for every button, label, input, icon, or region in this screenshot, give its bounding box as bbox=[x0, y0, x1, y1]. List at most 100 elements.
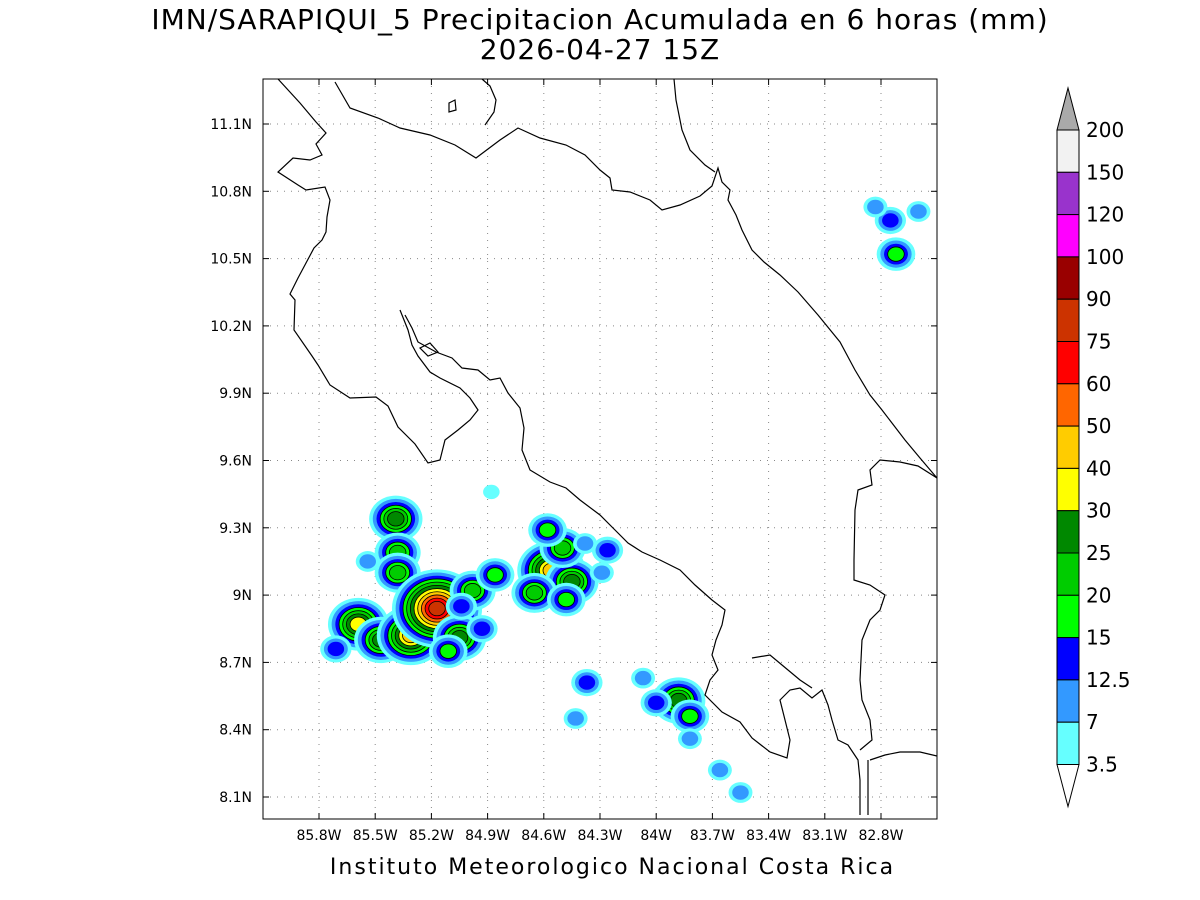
colorbar-legend: 3.5 7 12.5 15 20 25 30 40 50 60 75 90 100 120 150 200 bbox=[1056, 86, 1131, 809]
colorbar-label: 150 bbox=[1086, 160, 1124, 184]
rain-contour bbox=[387, 511, 405, 527]
rain-contour bbox=[681, 708, 699, 724]
lon-tick-label: 85.8W bbox=[296, 828, 341, 844]
north-coast-segment bbox=[673, 79, 716, 173]
map-title: IMN/SARAPIQUI_5 Precipitacion Acumulada … bbox=[151, 3, 1049, 36]
rain-cell bbox=[475, 558, 515, 592]
rain-contour bbox=[681, 731, 699, 746]
rain-contour bbox=[525, 585, 544, 601]
colorbar-segment bbox=[1056, 679, 1080, 723]
rain-cell bbox=[677, 728, 702, 750]
lat-tick-label: 9.6N bbox=[219, 454, 252, 470]
colorbar-label: 100 bbox=[1086, 245, 1124, 269]
rain-contour bbox=[887, 246, 905, 262]
lat-tick-label: 10.8N bbox=[210, 184, 252, 200]
colorbar-segment bbox=[1056, 467, 1080, 512]
rain-contour bbox=[567, 711, 584, 726]
rain-contour bbox=[599, 543, 616, 558]
rain-contour bbox=[428, 600, 446, 617]
rain-contour bbox=[439, 643, 457, 659]
lon-tick-label: 82.8W bbox=[858, 828, 903, 844]
rain-contour bbox=[553, 540, 572, 556]
colorbar-bottom-arrow bbox=[1056, 764, 1080, 809]
precipitation-field bbox=[320, 196, 931, 803]
rain-cell bbox=[591, 536, 624, 564]
rain-cell bbox=[511, 572, 558, 613]
colorbar-segment bbox=[1056, 721, 1080, 766]
lon-tick-label: 84.3W bbox=[577, 828, 622, 844]
caribbean-coastline bbox=[334, 81, 937, 479]
rain-contour bbox=[453, 599, 470, 614]
lon-tick-label: 83.4W bbox=[746, 828, 791, 844]
colorbar-label: 120 bbox=[1086, 203, 1124, 227]
colorbar-label: 25 bbox=[1086, 541, 1111, 565]
credit-text: Instituto Meteorologico Nacional Costa R… bbox=[329, 855, 896, 880]
rain-cell bbox=[640, 689, 672, 717]
rain-contour bbox=[388, 565, 407, 581]
lat-tick-label: 10.2N bbox=[210, 319, 252, 335]
lake-islet bbox=[448, 99, 457, 113]
pacific-coastline bbox=[277, 79, 479, 464]
rain-cell bbox=[863, 196, 888, 218]
lat-tick-label: 8.1N bbox=[219, 790, 252, 806]
map-frame bbox=[262, 78, 938, 820]
osa-peninsula-coast bbox=[751, 654, 813, 689]
colorbar-label: 7 bbox=[1086, 710, 1099, 734]
rain-cell bbox=[445, 592, 478, 620]
rain-cell bbox=[670, 699, 710, 734]
colorbar-segment bbox=[1056, 510, 1080, 554]
colorbar-label: 50 bbox=[1086, 414, 1111, 438]
lat-tick-label: 9.9N bbox=[219, 386, 252, 402]
panama-border bbox=[853, 459, 937, 751]
lon-tick-label: 85.5W bbox=[353, 828, 398, 844]
map-grid bbox=[263, 79, 937, 819]
rain-cell bbox=[728, 782, 753, 803]
lat-tick-label: 9.3N bbox=[219, 521, 252, 537]
colorbar-segment bbox=[1056, 637, 1080, 681]
rain-contour bbox=[647, 695, 665, 710]
rain-cell bbox=[707, 759, 732, 781]
rain-cell bbox=[466, 615, 498, 643]
rain-cell bbox=[528, 513, 567, 547]
rain-contour bbox=[867, 199, 884, 215]
rain-cell bbox=[571, 668, 603, 697]
axis-ticks: 85.8W 85.5W 85.2W 84.9W 84.6W 84.3W 84W 83.7W 83… bbox=[210, 79, 937, 844]
rain-contour bbox=[711, 762, 729, 778]
caribbean-inlet bbox=[481, 79, 497, 126]
rain-contour bbox=[473, 621, 491, 636]
colorbar-segment bbox=[1056, 256, 1080, 300]
colorbar-label: 3.5 bbox=[1086, 753, 1118, 777]
rain-contour bbox=[634, 670, 652, 686]
colorbar-segment bbox=[1056, 383, 1080, 427]
rain-cell bbox=[546, 582, 586, 617]
nicoya-island bbox=[418, 342, 440, 357]
rain-cell bbox=[563, 708, 588, 729]
lat-tick-label: 11.1N bbox=[210, 117, 252, 133]
colorbar-label: 90 bbox=[1086, 287, 1111, 311]
colorbar-label: 15 bbox=[1086, 626, 1111, 650]
rain-contour bbox=[486, 567, 504, 583]
lon-tick-label: 84.9W bbox=[465, 828, 510, 844]
lon-tick-label: 84.6W bbox=[521, 828, 566, 844]
coastline-layer bbox=[277, 79, 937, 815]
colorbar-label: 40 bbox=[1086, 456, 1111, 480]
colorbar-top-arrow bbox=[1056, 86, 1080, 131]
rain-cell bbox=[876, 237, 916, 271]
colorbar-label: 30 bbox=[1086, 499, 1111, 523]
lat-tick-label: 8.4N bbox=[219, 723, 252, 739]
colorbar-segment bbox=[1056, 425, 1080, 469]
rain-cell bbox=[589, 562, 614, 584]
rain-contour bbox=[910, 204, 927, 219]
rain-contour bbox=[327, 641, 345, 657]
colorbar-label: 20 bbox=[1086, 583, 1111, 607]
rain-cell bbox=[369, 495, 423, 543]
rain-contour bbox=[576, 536, 594, 551]
rain-cell bbox=[906, 201, 931, 222]
panama-south-coast bbox=[869, 751, 937, 761]
map-subtitle-datetime: 2026-04-27 15Z bbox=[479, 33, 721, 66]
colorbar-segment bbox=[1056, 214, 1080, 258]
rain-contour bbox=[483, 484, 500, 500]
lon-tick-label: 83.7W bbox=[690, 828, 735, 844]
rain-contour bbox=[359, 554, 376, 569]
